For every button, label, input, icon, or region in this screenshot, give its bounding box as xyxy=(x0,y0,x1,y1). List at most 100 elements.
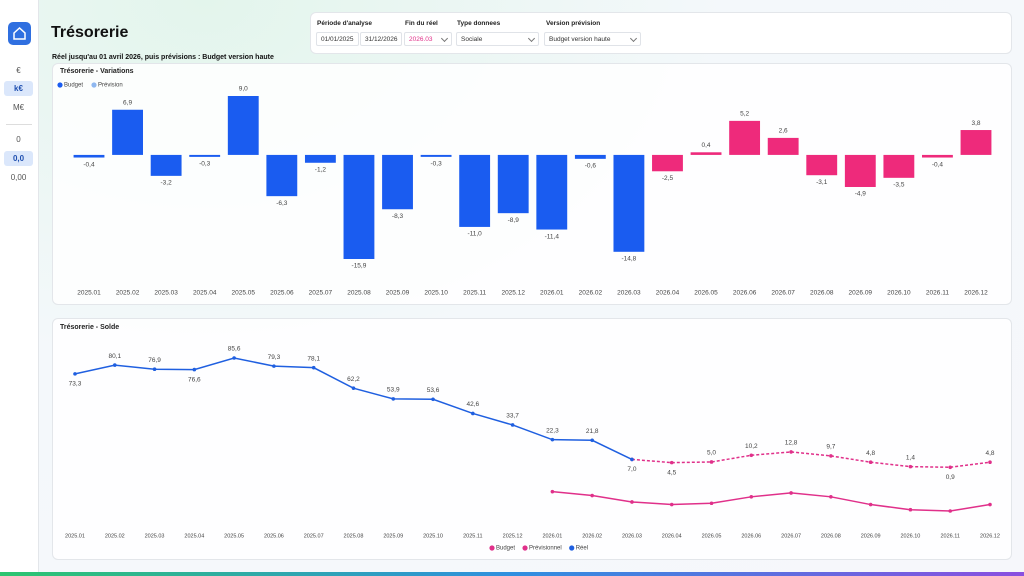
decimal-option[interactable]: 0,0 xyxy=(4,151,33,166)
point xyxy=(908,507,913,512)
data-label: -11,0 xyxy=(467,231,482,238)
point xyxy=(73,372,77,376)
decimal-option[interactable]: 0,00 xyxy=(10,173,27,182)
data-label: 85,6 xyxy=(228,346,241,353)
x-tick-label: 2026.10 xyxy=(900,533,920,539)
dropdown-value: Budget version haute xyxy=(549,36,611,43)
dropdown[interactable]: 2026.03 xyxy=(404,32,452,46)
home-button[interactable] xyxy=(8,22,31,45)
x-tick-label: 2026.06 xyxy=(741,533,761,539)
bottom-bar xyxy=(0,572,1024,576)
date-input[interactable]: 01/01/2025 xyxy=(316,32,359,46)
bar xyxy=(767,137,799,155)
data-label: -8,9 xyxy=(508,217,520,224)
data-label: 4,8 xyxy=(985,450,994,457)
x-tick-label: 2026.02 xyxy=(582,533,602,539)
subtitle: Réel jusqu'au 01 avril 2026, puis prévis… xyxy=(52,54,274,61)
legend-marker xyxy=(522,545,528,551)
data-label: 53,9 xyxy=(387,387,400,394)
unit-option[interactable]: k€ xyxy=(4,81,33,96)
point xyxy=(630,500,634,504)
x-tick-label: 2025.04 xyxy=(184,533,204,539)
point xyxy=(829,454,833,458)
dropdown[interactable]: Sociale xyxy=(456,32,539,46)
point xyxy=(789,491,793,495)
unit-option[interactable]: M€ xyxy=(12,103,25,112)
point xyxy=(988,460,992,465)
data-label: 4,8 xyxy=(866,450,875,457)
x-tick-label: 2026.08 xyxy=(810,290,834,297)
x-tick-label: 2025.01 xyxy=(65,533,85,539)
x-tick-label: 2025.10 xyxy=(423,533,443,539)
x-tick-label: 2026.06 xyxy=(733,290,757,297)
x-tick-label: 2025.11 xyxy=(463,290,486,297)
bar xyxy=(536,154,568,230)
point xyxy=(868,502,873,507)
dropdown[interactable]: Budget version haute xyxy=(544,32,641,46)
data-label: 42,6 xyxy=(466,401,479,408)
point xyxy=(908,464,913,469)
bar xyxy=(227,96,259,155)
point xyxy=(550,489,555,494)
point xyxy=(152,367,157,372)
filter-label: Version prévision xyxy=(546,20,601,27)
data-label: -0,3 xyxy=(199,161,211,168)
legend-marker xyxy=(91,82,97,88)
data-label: -0,4 xyxy=(932,161,944,168)
data-label: 7,0 xyxy=(627,466,636,473)
point xyxy=(669,502,674,507)
point xyxy=(709,501,714,506)
bar xyxy=(73,154,105,158)
data-label: 2,6 xyxy=(779,128,788,135)
data-label: -15,9 xyxy=(352,263,367,270)
data-label: 5,2 xyxy=(740,111,749,118)
bar xyxy=(420,154,452,157)
home-icon xyxy=(13,26,26,40)
bar xyxy=(112,109,143,155)
point xyxy=(112,363,117,367)
bar xyxy=(883,154,915,178)
data-label: 79,3 xyxy=(268,354,281,361)
point xyxy=(351,386,356,390)
date-input[interactable]: 31/12/2026 xyxy=(360,32,402,46)
x-tick-label: 2025.02 xyxy=(116,290,140,297)
x-tick-label: 2026.03 xyxy=(617,290,641,297)
x-tick-label: 2026.04 xyxy=(662,533,682,539)
bar xyxy=(266,154,298,197)
series-line xyxy=(631,451,991,469)
legend-marker xyxy=(57,82,63,88)
unit-option[interactable]: € xyxy=(16,66,21,75)
x-tick-label: 2026.01 xyxy=(540,290,564,297)
bar xyxy=(613,154,645,252)
x-tick-label: 2026.01 xyxy=(542,533,562,539)
data-label: 3,8 xyxy=(971,120,980,127)
x-tick-label: 2025.03 xyxy=(145,533,165,539)
bar xyxy=(304,154,336,163)
x-tick-label: 2026.11 xyxy=(926,290,949,297)
x-tick-label: 2026.08 xyxy=(821,533,841,539)
dropdown-value: 2026.03 xyxy=(409,36,433,43)
point xyxy=(868,460,873,465)
data-label: 6,9 xyxy=(123,99,132,106)
x-tick-label: 2026.12 xyxy=(964,290,988,297)
chart-panel xyxy=(52,318,1012,560)
point xyxy=(590,493,594,498)
legend-label: Prévision xyxy=(98,83,123,89)
x-tick-label: 2025.03 xyxy=(154,290,178,297)
x-tick-label: 2026.09 xyxy=(849,290,873,297)
series-line xyxy=(74,357,633,461)
data-label: 4,5 xyxy=(667,469,676,476)
data-label: 5,0 xyxy=(707,450,716,457)
bar xyxy=(189,154,221,157)
x-tick-label: 2025.01 xyxy=(77,290,101,297)
x-tick-label: 2025.10 xyxy=(424,290,448,297)
decimal-option[interactable]: 0 xyxy=(16,135,21,144)
point xyxy=(232,356,236,360)
x-tick-label: 2025.05 xyxy=(232,290,256,297)
point xyxy=(590,438,594,443)
bar xyxy=(382,154,413,210)
point xyxy=(192,367,197,372)
bar xyxy=(729,120,761,155)
